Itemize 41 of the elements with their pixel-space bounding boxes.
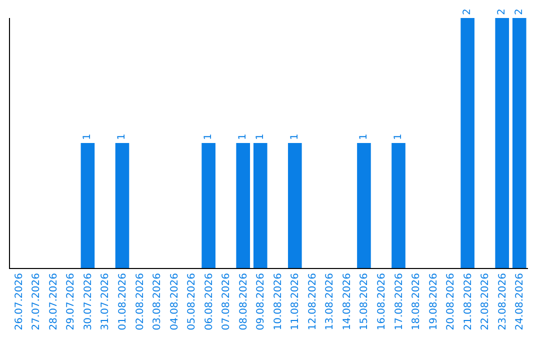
x-tick-label: 10.08.2026	[272, 273, 284, 330]
x-tick-label: 11.08.2026	[290, 273, 302, 330]
x-tick-label: 20.08.2026	[446, 273, 457, 330]
x-tick-label: 21.08.2026	[462, 273, 474, 330]
data-label: 1	[254, 134, 266, 140]
x-tick-label: 27.07.2026	[31, 273, 42, 330]
x-tick-label: 09.08.2026	[256, 273, 267, 330]
x-tick-label: 04.08.2026	[169, 273, 180, 330]
data-label: 2	[462, 8, 474, 15]
x-tick-label: 31.07.2026	[100, 273, 112, 330]
data-label: 1	[238, 134, 249, 140]
x-tick-label: 19.08.2026	[428, 273, 440, 330]
x-tick-label: 29.07.2026	[66, 273, 77, 330]
x-tick-label: 23.08.2026	[497, 273, 508, 330]
x-tick-label: 16.08.2026	[376, 273, 388, 330]
x-tick-label: 18.08.2026	[411, 273, 422, 330]
x-tick-label: 08.08.2026	[238, 273, 250, 330]
x-tick-label: 07.08.2026	[221, 273, 232, 330]
x-tick-label: 30.07.2026	[82, 273, 94, 330]
data-label: 2	[514, 8, 525, 15]
data-label: 1	[393, 134, 404, 140]
x-tick-label: 12.08.2026	[307, 273, 318, 330]
data-label: 2	[496, 8, 508, 15]
x-tick-label: 13.08.2026	[324, 273, 336, 330]
data-label: 1	[82, 134, 94, 140]
x-tick-label: 26.07.2026	[14, 273, 25, 330]
x-tick-label: 14.08.2026	[342, 273, 353, 330]
data-label: 1	[358, 134, 370, 140]
x-tick-label: 02.08.2026	[134, 273, 146, 330]
x-tick-label: 17.08.2026	[394, 273, 405, 330]
x-tick-label: 06.08.2026	[204, 273, 215, 330]
x-tick-label: 24.08.2026	[514, 273, 526, 330]
x-tick-label: 01.08.2026	[117, 273, 128, 330]
x-tick-label: 28.07.2026	[48, 273, 60, 330]
data-label: 1	[289, 134, 300, 140]
x-tick-label: 22.08.2026	[480, 273, 492, 330]
data-label: 1	[116, 134, 128, 140]
x-tick-label: 15.08.2026	[359, 273, 370, 330]
data-label: 1	[203, 134, 214, 140]
x-tick-label: 05.08.2026	[186, 273, 198, 330]
x-tick-label: 03.08.2026	[152, 273, 164, 330]
